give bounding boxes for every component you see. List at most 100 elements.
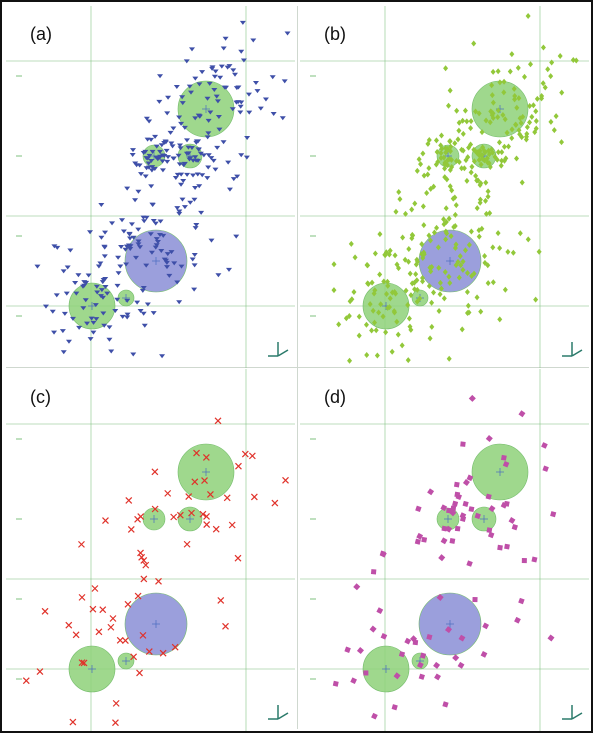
particle-diamond: [456, 127, 462, 134]
particle-diamond: [347, 357, 353, 364]
particle-diamond: [447, 156, 453, 163]
particle-diamond: [485, 188, 491, 195]
particle-diamond: [443, 228, 449, 235]
particle-triangle: [156, 99, 163, 104]
particle-triangle: [205, 131, 212, 136]
particle-cross: [201, 477, 208, 484]
particle-triangle: [184, 172, 191, 177]
particle-diamond: [442, 165, 448, 172]
particle-triangle: [159, 168, 166, 173]
particle-diamond: [497, 316, 503, 323]
particle-triangle: [181, 125, 188, 130]
particle-cross: [36, 668, 44, 676]
particle-triangle: [148, 250, 155, 255]
particle-diamond: [348, 240, 354, 247]
particle-triangle: [191, 287, 198, 292]
particle-diamond: [442, 174, 448, 181]
particle-cross: [170, 513, 178, 521]
particle-square: [487, 531, 495, 539]
particle-square: [450, 505, 457, 512]
particle-triangle: [119, 218, 126, 223]
particle-square: [459, 515, 467, 522]
particle-diamond: [551, 127, 557, 134]
particle-triangle: [246, 110, 253, 115]
particle-diamond: [382, 252, 388, 259]
particle-diamond: [336, 321, 342, 328]
panel-a: (a): [6, 6, 295, 368]
particle-diamond: [513, 121, 519, 128]
particle-triangle: [142, 174, 149, 179]
particle-diamond: [483, 179, 489, 186]
particle-triangle: [84, 321, 91, 326]
particle-cross: [124, 600, 132, 608]
particle-square: [452, 500, 459, 507]
particle-diamond: [461, 165, 467, 172]
particle-diamond: [473, 172, 479, 179]
particle-diamond: [495, 230, 501, 237]
particle-triangle: [191, 197, 198, 202]
particle-diamond: [451, 224, 457, 231]
particle-triangle: [235, 100, 242, 105]
particle-triangle: [94, 290, 101, 295]
particle-cross: [107, 623, 115, 631]
particle-square: [445, 626, 453, 634]
particle-diamond: [525, 12, 531, 19]
particle-square: [369, 625, 377, 633]
particle-triangle: [198, 210, 205, 215]
particle-triangle: [129, 152, 136, 157]
particle-triangle: [118, 245, 125, 250]
particle-diamond: [479, 129, 485, 136]
particle-cross: [80, 659, 88, 667]
particle-diamond: [431, 183, 437, 190]
particle-diamond: [372, 287, 378, 294]
particle-diamond: [403, 210, 409, 217]
particle-triangle: [53, 293, 60, 298]
particle-cross: [109, 615, 117, 622]
particle-square: [350, 677, 357, 684]
particle-triangle: [216, 127, 223, 132]
particle-diamond: [389, 289, 395, 296]
particle-triangle: [144, 302, 151, 307]
particle-diamond: [533, 125, 539, 132]
particle-diamond: [468, 118, 474, 125]
particle-triangle: [200, 153, 207, 158]
particle-diamond: [445, 156, 451, 163]
particle-diamond: [527, 119, 533, 126]
particle-diamond: [548, 73, 554, 80]
particle-triangle: [124, 298, 131, 303]
particle-triangle: [93, 284, 100, 289]
particle-diamond: [405, 357, 411, 364]
particle-square: [541, 442, 548, 449]
particle-diamond: [438, 154, 444, 161]
particle-cross: [91, 585, 99, 592]
particle-diamond: [465, 270, 471, 277]
particle-diamond: [487, 164, 493, 171]
particle-triangle: [165, 95, 172, 100]
particle-square: [332, 680, 339, 687]
particle-diamond: [476, 110, 482, 117]
particle-triangle: [148, 184, 155, 189]
particle-triangle: [159, 354, 166, 359]
particle-triangle: [238, 49, 245, 54]
particle-diamond: [548, 118, 554, 125]
particle-diamond: [573, 57, 579, 64]
particle-diamond: [385, 282, 391, 289]
particle-diamond: [408, 326, 414, 333]
particle-diamond: [489, 82, 495, 89]
particle-triangle: [123, 262, 130, 267]
particle-diamond: [519, 179, 525, 186]
particle-diamond: [553, 113, 559, 120]
particle-square: [502, 460, 510, 468]
particle-triangle: [140, 215, 147, 220]
particle-triangle: [124, 312, 131, 317]
particle-diamond: [512, 92, 518, 99]
particle-diamond: [370, 307, 376, 314]
particle-triangle: [199, 173, 206, 178]
particle-cross: [193, 449, 200, 457]
particle-square: [449, 538, 456, 544]
particle-diamond: [502, 116, 508, 123]
particle-diamond: [462, 107, 468, 114]
particle-triangle: [172, 176, 179, 181]
particle-diamond: [524, 124, 530, 131]
